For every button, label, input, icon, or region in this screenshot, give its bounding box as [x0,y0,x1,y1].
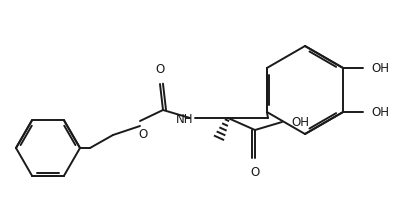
Text: O: O [156,63,164,76]
Text: OH: OH [291,116,309,128]
Text: OH: OH [371,61,389,74]
Text: NH: NH [175,113,193,125]
Text: O: O [139,128,147,141]
Text: OH: OH [371,106,389,119]
Text: O: O [250,166,260,179]
